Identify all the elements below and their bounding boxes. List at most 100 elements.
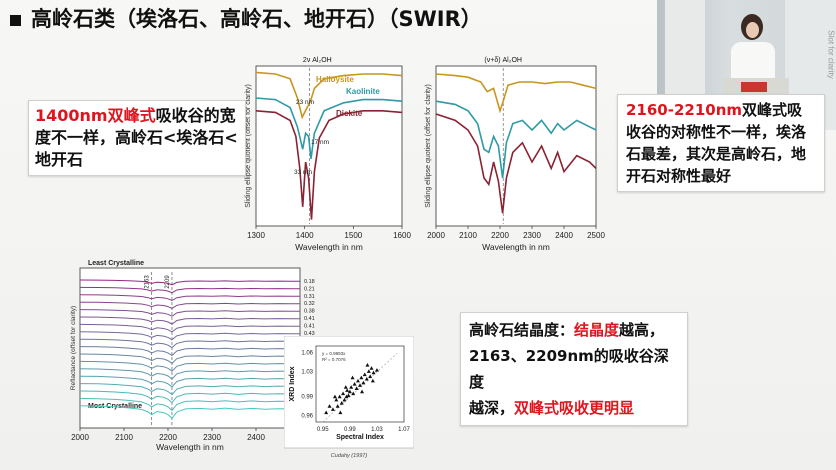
spectrum-line <box>79 368 300 380</box>
chart-1400nm: 1300 1400 1500 1600 Wavelength in nm Sliding … <box>245 57 411 252</box>
x-tick-label: 0.95 <box>317 427 329 433</box>
scatter-point <box>339 401 344 405</box>
index-label: 0.31 <box>304 294 315 300</box>
spectrum-line <box>79 323 300 333</box>
spectrum-line <box>79 353 300 364</box>
scatter-point <box>345 388 350 392</box>
index-label: 0.38 <box>304 309 315 315</box>
spectrum-line <box>79 331 300 341</box>
spectrum-line <box>79 294 300 302</box>
x-axis-label: Wavelength in nm <box>295 242 363 252</box>
x-tick-label: 1600 <box>393 231 411 240</box>
scatter-point <box>327 404 332 408</box>
x-tick-label: 0.99 <box>344 427 356 433</box>
spectrum-line <box>79 397 300 412</box>
x-tick-label: 2400 <box>247 433 265 442</box>
note-box-left: 1400nm双峰式吸收谷的宽度不一样，高岭石<埃洛石<地开石 <box>28 100 246 176</box>
x-tick-label: 2300 <box>203 433 221 442</box>
scatter-point <box>369 366 374 370</box>
scatter-point <box>337 394 342 399</box>
scatter-point <box>360 389 365 394</box>
trend-line <box>322 352 398 423</box>
scatter-point <box>346 393 351 397</box>
x-tick-label: 2100 <box>459 231 477 240</box>
index-label: 0.41 <box>304 323 315 329</box>
width-annotation: 17 nm <box>311 139 329 146</box>
x-tick-label: 1500 <box>344 231 362 240</box>
width-annotation: 33 nm <box>294 169 312 176</box>
x-tick-label: 2100 <box>115 433 133 442</box>
spectrum-line <box>79 390 300 404</box>
series-line-kaolinite <box>435 100 597 179</box>
scatter-point <box>344 394 349 399</box>
scatter-point <box>359 375 364 380</box>
scatter-point <box>343 385 348 389</box>
y-tick-label: 0.96 <box>301 414 313 420</box>
bullet-square-icon <box>10 14 21 26</box>
note-right-text: 双峰式吸收谷的对称性不一样，埃洛石最差，其次是高岭石，地开石对称性最好 <box>626 101 807 185</box>
plot-frame <box>255 65 403 227</box>
scatter-point <box>335 404 340 408</box>
y-tick-label: 1.06 <box>301 350 313 356</box>
x-tick-label: 2200 <box>159 433 177 442</box>
x-tick-label: 2200 <box>491 231 509 240</box>
series-line-halloysite <box>435 73 597 114</box>
series-line-dickite <box>255 110 403 220</box>
scatter-point <box>338 410 343 415</box>
note-left-text: 吸收谷的宽度不一样，高岭石<埃洛石<地开石 <box>35 106 238 169</box>
note-bottom-line3: 越深，双峰式吸收更明显 <box>469 399 635 417</box>
note-box-bottom: 高岭石结晶度：结晶度越高， 2163、2209nm的吸收谷深度 越深，双峰式吸收… <box>460 312 688 426</box>
scatter-point <box>351 391 356 396</box>
slide-title: 高岭石类（埃洛石、高岭石、地开石）（SWIR） <box>10 3 482 33</box>
series-line-kaolinite <box>255 97 403 159</box>
spectrum-line <box>79 279 300 286</box>
vline-label: 2163 <box>145 275 151 289</box>
legend-dickite: Dickite <box>336 109 363 118</box>
y-axis-label: Sliding ellipse quotient (offset for cla… <box>425 84 432 208</box>
scatter-point <box>366 369 371 373</box>
vline-label: 2209 <box>165 275 171 289</box>
spectrum-line <box>79 375 300 388</box>
scatter-point <box>361 380 366 385</box>
r-squared: R² = 0.7076 <box>322 357 346 362</box>
scatter-point <box>334 397 339 402</box>
note-right-highlight: 2160-2210nm <box>626 101 743 119</box>
series-line-halloysite <box>255 71 403 120</box>
x-tick-label: 2000 <box>71 433 89 442</box>
spectrum-line <box>79 405 300 420</box>
chart-crystallinity: 2000 2100 2200 2300 2400 Wavelength in nm Refl… <box>70 260 315 452</box>
y-axis-label: Reflactance (offset for clarity) <box>70 306 77 390</box>
index-label: 0.32 <box>304 301 315 307</box>
scatter-point <box>332 394 337 399</box>
index-label: 0.18 <box>304 279 315 285</box>
note-left-highlight: 1400nm双峰式 <box>35 106 156 125</box>
x-axis-label: Wavelength in nm <box>156 442 224 452</box>
spectrum-line <box>79 316 300 325</box>
x-tick-label: 1.03 <box>371 427 383 433</box>
series-line-dickite <box>435 113 597 214</box>
scatter-point <box>368 374 373 378</box>
spectrum-line <box>79 309 300 317</box>
scatter-point <box>349 385 354 389</box>
spectrum-line <box>79 301 300 309</box>
spectrum-line <box>79 360 300 372</box>
x-tick-label: 1400 <box>296 231 314 240</box>
scatter-point <box>350 375 355 380</box>
x-axis-label: Wavelength in nm <box>482 242 550 252</box>
x-tick-label: 2500 <box>587 231 605 240</box>
spectrum-line <box>79 338 300 349</box>
legend-halloysite: Halloysite <box>316 75 354 84</box>
scatter-point <box>362 372 367 377</box>
scatter-point <box>324 410 329 415</box>
scatter-point <box>371 370 376 375</box>
spectrum-line <box>79 286 300 294</box>
scatter-point <box>365 363 370 367</box>
index-label: 0.41 <box>304 316 315 322</box>
spectrum-line <box>79 346 300 357</box>
index-label: 0.43 <box>304 331 315 337</box>
legend-kaolinite: Kaolinite <box>346 87 380 96</box>
chart-xrd-scatter: 0.95 0.99 1.03 1.07 0.96 0.99 1.03 1.06 Spectral… <box>284 336 414 459</box>
note-box-right: 2160-2210nm双峰式吸收谷的对称性不一样，埃洛石最差，其次是高岭石，地开… <box>617 94 825 192</box>
y-axis-label: Sliding ellipse quotient (offset for cla… <box>245 84 252 208</box>
citation-caption: Cudahy (1997) <box>331 453 368 459</box>
